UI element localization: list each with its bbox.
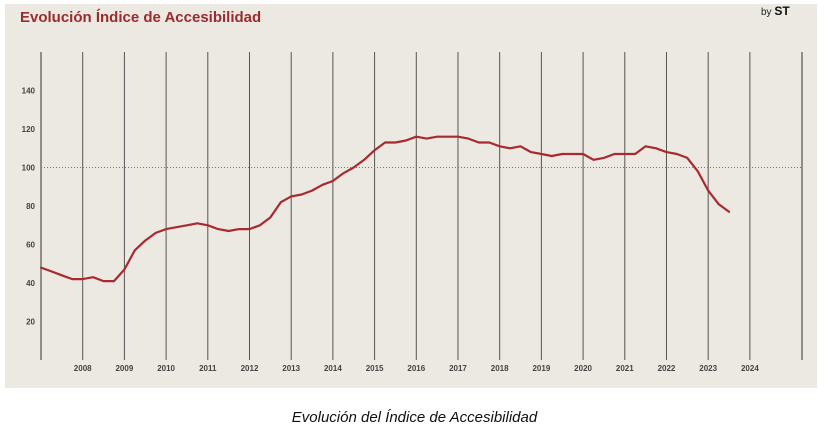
y-tick-label: 80 bbox=[26, 202, 35, 211]
x-tick-label: 2009 bbox=[115, 364, 133, 373]
y-tick-label: 60 bbox=[26, 241, 35, 250]
x-tick-label: 2010 bbox=[157, 364, 175, 373]
x-tick-label: 2021 bbox=[616, 364, 634, 373]
x-tick-label: 2018 bbox=[491, 364, 509, 373]
x-tick-label: 2014 bbox=[324, 364, 342, 373]
x-tick-label: 2011 bbox=[199, 364, 217, 373]
y-tick-label: 100 bbox=[22, 164, 36, 173]
y-tick-label: 20 bbox=[26, 318, 35, 327]
byline: by ST bbox=[761, 4, 790, 18]
x-tick-label: 2016 bbox=[407, 364, 425, 373]
gridlines bbox=[40, 52, 803, 360]
series-line bbox=[39, 135, 731, 283]
x-tick-label: 2012 bbox=[241, 364, 259, 373]
y-tick-label: 40 bbox=[26, 279, 35, 288]
y-tick-label: 140 bbox=[22, 87, 36, 96]
byline-brand: ST bbox=[774, 4, 790, 18]
byline-prefix: by bbox=[761, 7, 772, 18]
x-tick-label: 2013 bbox=[282, 364, 300, 373]
y-axis-ticks: 20 40 60 80 100 120 140 bbox=[22, 87, 36, 327]
x-tick-label: 2020 bbox=[574, 364, 592, 373]
y-tick-label: 120 bbox=[22, 125, 36, 134]
series-layer bbox=[39, 135, 731, 283]
x-tick-label: 2019 bbox=[532, 364, 550, 373]
x-tick-label: 2024 bbox=[741, 364, 759, 373]
x-tick-label: 2017 bbox=[449, 364, 467, 373]
x-tick-label: 2022 bbox=[658, 364, 676, 373]
chart-panel bbox=[5, 4, 817, 388]
figure-caption: Evolución del Índice de Accesibilidad bbox=[291, 409, 538, 426]
x-tick-label: 2008 bbox=[74, 364, 92, 373]
chart-title: Evolución Índice de Accesibilidad bbox=[20, 9, 262, 26]
x-tick-label: 2023 bbox=[699, 364, 717, 373]
x-tick-label: 2015 bbox=[366, 364, 384, 373]
x-axis-ticks: 2008 2009 2010 2011 2012 2013 2014 2015 2016 2017… bbox=[74, 364, 760, 373]
